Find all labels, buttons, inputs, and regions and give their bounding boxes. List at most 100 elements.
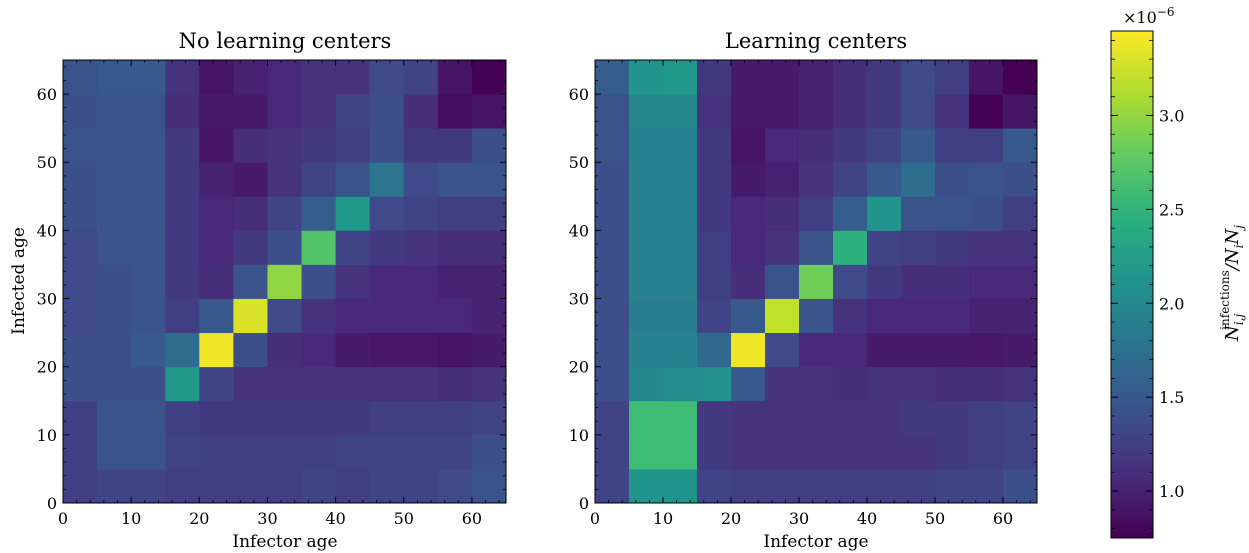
heatmap-cell bbox=[867, 400, 902, 436]
heatmap-cell bbox=[165, 128, 200, 163]
x-tick-label: 30 bbox=[789, 509, 809, 528]
colorbar-tick-label: 2.5 bbox=[1159, 200, 1184, 219]
heatmap-cell bbox=[437, 60, 473, 95]
y-axis-label: Infected age bbox=[9, 227, 29, 335]
axis-ticks: 0 10 20 30 40 50 60 0 10 20 30 40 50 60 bbox=[37, 60, 506, 528]
heatmap-cell bbox=[833, 400, 868, 436]
heatmap-cell bbox=[131, 94, 166, 129]
heatmap-cell bbox=[267, 162, 302, 197]
heatmap-cell bbox=[131, 434, 166, 470]
heatmap-cell bbox=[165, 264, 200, 299]
heatmap-cell bbox=[165, 230, 200, 265]
heatmap-cell bbox=[697, 298, 732, 334]
heatmap-cell bbox=[437, 468, 473, 504]
heatmap-cell bbox=[301, 298, 337, 334]
heatmap-cell bbox=[471, 60, 507, 95]
heatmap-cell bbox=[663, 332, 698, 368]
heatmap-cell bbox=[199, 298, 234, 334]
heatmap-cell bbox=[731, 366, 766, 402]
heatmap-cell bbox=[969, 366, 1004, 402]
heatmap-cell bbox=[165, 400, 200, 436]
heatmap-cell bbox=[867, 230, 902, 265]
y-tick-label: 0 bbox=[47, 494, 57, 513]
heatmap-cell bbox=[799, 468, 834, 504]
chart-title: Learning centers bbox=[725, 29, 907, 53]
heatmap-cell bbox=[403, 162, 439, 197]
heatmap-cell bbox=[335, 60, 371, 95]
heatmap-cell bbox=[233, 60, 268, 95]
heatmap-cell bbox=[969, 264, 1004, 299]
heatmap-cell bbox=[199, 366, 234, 402]
heatmap-cell bbox=[697, 366, 732, 402]
heatmap-cell bbox=[437, 400, 473, 436]
heatmap-cell bbox=[629, 400, 664, 436]
heatmap-cell bbox=[471, 332, 507, 368]
heatmap-cell bbox=[369, 94, 405, 129]
heatmap-cell bbox=[867, 468, 902, 504]
heatmap-cell bbox=[901, 128, 936, 163]
heatmap-cell bbox=[199, 94, 234, 129]
heatmap-cell bbox=[471, 366, 507, 402]
chart-title: No learning centers bbox=[179, 29, 392, 53]
heatmap-cell bbox=[629, 162, 664, 197]
heatmap-cell bbox=[267, 434, 302, 470]
heatmap-cell bbox=[697, 468, 732, 504]
heatmap-cell bbox=[63, 60, 98, 95]
heatmap-cell bbox=[799, 264, 834, 299]
heatmap-cell bbox=[765, 94, 800, 129]
heatmap-cell bbox=[867, 196, 902, 231]
heatmap-cell bbox=[867, 366, 902, 402]
heatmap-cell bbox=[799, 162, 834, 197]
heatmap-cell bbox=[335, 196, 371, 231]
heatmap-cell bbox=[233, 230, 268, 265]
heatmap-cell bbox=[63, 128, 98, 163]
heatmap-cell bbox=[267, 196, 302, 231]
heatmap-cell bbox=[595, 94, 630, 129]
heatmap-cell bbox=[901, 468, 936, 504]
y-tick-label: 50 bbox=[37, 153, 57, 172]
heatmap-cell bbox=[697, 128, 732, 163]
heatmap-cell bbox=[233, 196, 268, 231]
heatmap-cell bbox=[369, 434, 405, 470]
heatmap-cell bbox=[799, 332, 834, 368]
heatmap-cell bbox=[165, 60, 200, 95]
heatmap-cell bbox=[697, 332, 732, 368]
heatmap-cell bbox=[437, 162, 473, 197]
heatmap-cell bbox=[97, 60, 132, 95]
heatmap-cell bbox=[1003, 264, 1038, 299]
heatmap-cell bbox=[165, 196, 200, 231]
heatmap-cell bbox=[833, 60, 868, 95]
heatmap-cell bbox=[867, 60, 902, 95]
heatmap-cell bbox=[629, 264, 664, 299]
heatmap-cell bbox=[935, 332, 970, 368]
heatmap-cell bbox=[131, 468, 166, 504]
heatmap-cell bbox=[131, 366, 166, 402]
heatmap-cell bbox=[765, 434, 800, 470]
heatmap-cell bbox=[629, 468, 664, 504]
heatmap-cell bbox=[1003, 162, 1038, 197]
heatmap-cell bbox=[199, 332, 234, 368]
heatmap-cell bbox=[833, 264, 868, 299]
x-tick-label: 60 bbox=[993, 509, 1013, 528]
heatmap-cell bbox=[199, 264, 234, 299]
heatmap-cell bbox=[901, 196, 936, 231]
heatmap-cell bbox=[833, 162, 868, 197]
heatmap-cell bbox=[901, 60, 936, 95]
heatmap-cell bbox=[131, 298, 166, 334]
heatmap-cell bbox=[403, 366, 439, 402]
y-tick-label: 60 bbox=[569, 85, 589, 104]
heatmap-cell bbox=[97, 264, 132, 299]
heatmap-cell bbox=[901, 264, 936, 299]
heatmap-cell bbox=[1003, 434, 1038, 470]
heatmap-cell bbox=[97, 94, 132, 129]
heatmap-cell bbox=[233, 298, 268, 334]
heatmap-cell bbox=[901, 162, 936, 197]
heatmap-cell bbox=[1003, 332, 1038, 368]
heatmap-cell bbox=[867, 298, 902, 334]
heatmap-cell bbox=[799, 230, 834, 265]
heatmap-cell bbox=[629, 94, 664, 129]
heatmap-cell bbox=[403, 196, 439, 231]
heatmap-cell bbox=[199, 196, 234, 231]
heatmap-cell bbox=[63, 230, 98, 265]
